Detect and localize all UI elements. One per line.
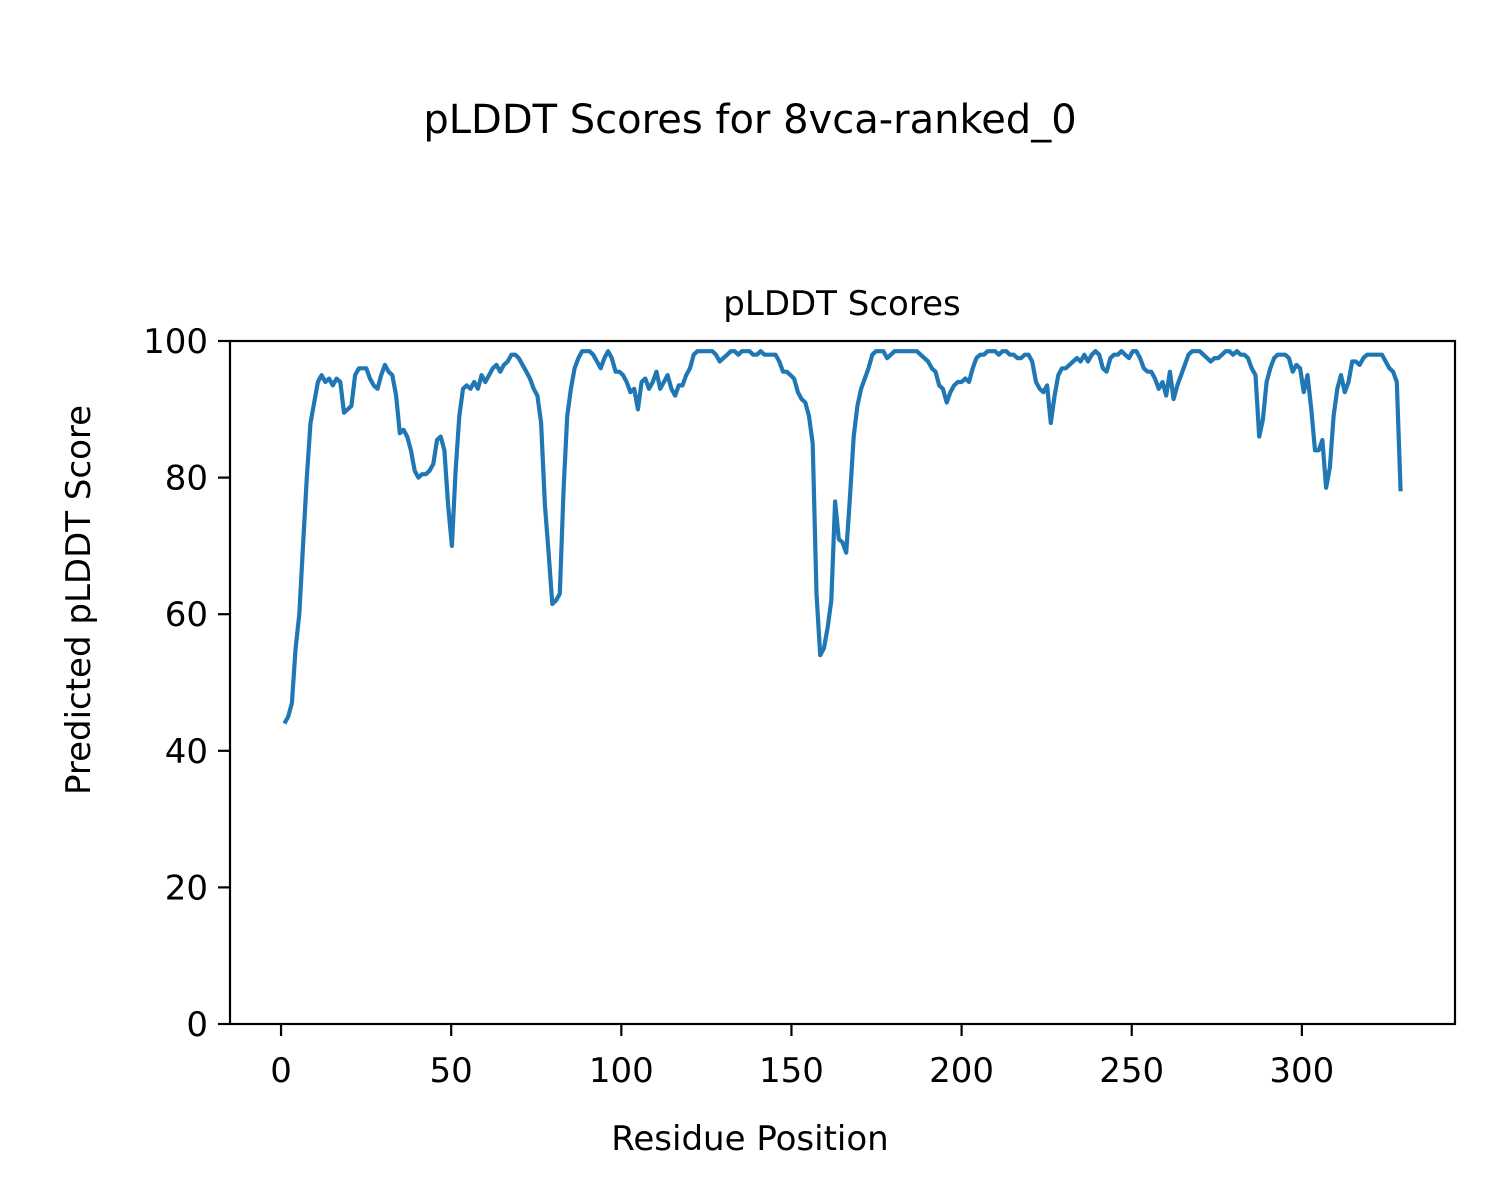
- chart-title: pLDDT Scores: [723, 284, 960, 324]
- y-tick-label: 20: [165, 868, 208, 908]
- x-tick-label: 250: [1099, 1051, 1164, 1091]
- x-tick-label: 50: [430, 1051, 473, 1091]
- x-tick-label: 0: [270, 1051, 292, 1091]
- x-tick-label: 100: [589, 1051, 654, 1091]
- plddt-series-line: [282, 349, 1403, 725]
- x-axis-label: Residue Position: [611, 1119, 888, 1159]
- x-tick-label: 150: [759, 1051, 824, 1091]
- y-tick-label: 80: [165, 459, 208, 499]
- y-tick-label: 60: [165, 595, 208, 635]
- y-axis-ticks: 0 20 40 60 80 100: [143, 322, 230, 1045]
- series-layer: [282, 349, 1403, 725]
- plot-frame: [228, 339, 1457, 1026]
- x-tick-label: 200: [929, 1051, 994, 1091]
- y-axis-label: Predicted pLDDT Score: [59, 405, 99, 795]
- y-tick-label: 40: [165, 732, 208, 772]
- y-tick-label: 100: [143, 322, 208, 362]
- x-tick-label: 300: [1269, 1051, 1334, 1091]
- x-axis-ticks: 0 50 100 150 200 250 300: [270, 1024, 1334, 1091]
- figure-suptitle: pLDDT Scores for 8vca-ranked_0: [423, 97, 1076, 143]
- y-tick-label: 0: [186, 1005, 208, 1045]
